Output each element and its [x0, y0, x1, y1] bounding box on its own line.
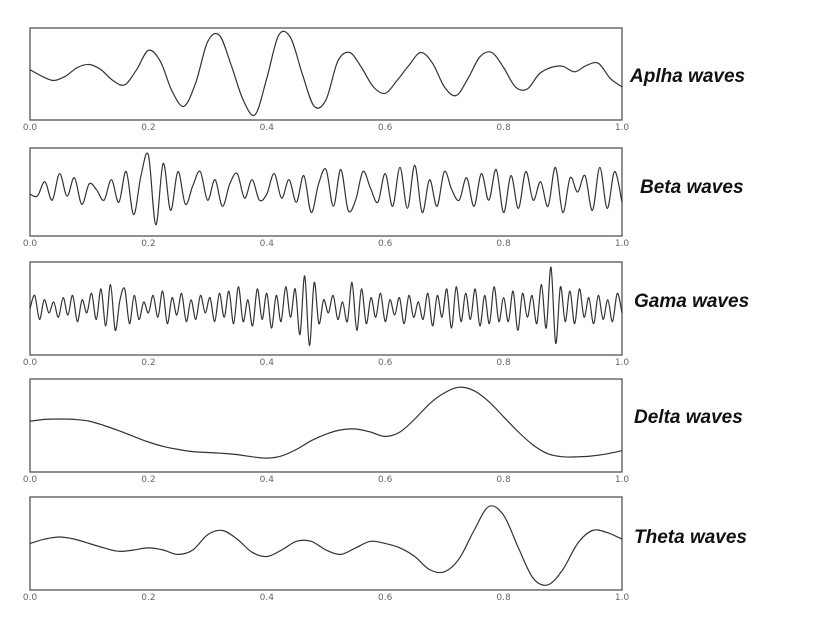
x-tick-label: 0.2 [141, 358, 155, 368]
wave-panel-4: 0.0 0.2 0.4 0.6 0.8 1.0 Delta waves [23, 378, 743, 485]
wave-type-label: Delta waves [634, 407, 743, 428]
wave-line-1 [29, 266, 623, 347]
x-tick-label: 0.0 [23, 123, 38, 133]
x-tick-label: 0.4 [260, 593, 275, 603]
x-tick-label: 1.0 [615, 593, 630, 603]
wave-panel-2: 0.0 0.2 0.4 0.6 0.8 1.0 Beta waves [23, 147, 744, 249]
x-tick-label: 0.2 [141, 475, 155, 485]
wave-type-label: Aplha waves [629, 66, 745, 87]
x-tick-label: 0.6 [378, 593, 393, 603]
x-tick-label: 0.4 [260, 475, 275, 485]
x-tick-label: 1.0 [615, 358, 630, 368]
wave-line-1 [29, 152, 623, 226]
plot-frame [29, 27, 623, 121]
x-tick-label: 0.0 [23, 475, 38, 485]
x-tick-label: 0.2 [141, 593, 155, 603]
wave-type-label: Gama waves [634, 291, 749, 312]
x-tick-label: 0.2 [141, 123, 155, 133]
x-tick-label: 0.6 [378, 123, 393, 133]
wave-line-1 [29, 505, 623, 586]
x-tick-label: 1.0 [615, 475, 630, 485]
wave-line-1 [29, 30, 623, 117]
wave-type-label: Theta waves [634, 527, 747, 548]
x-tick-label: 0.6 [378, 475, 393, 485]
x-tick-label: 1.0 [615, 239, 630, 249]
x-tick-label: 0.8 [496, 239, 511, 249]
x-tick-label: 0.2 [141, 239, 155, 249]
x-tick-label: 0.4 [260, 358, 275, 368]
x-tick-label: 0.8 [496, 358, 511, 368]
x-tick-label: 0.8 [496, 593, 511, 603]
wave-type-label: Beta waves [640, 177, 744, 198]
x-tick-label: 0.0 [23, 239, 38, 249]
wave-panel-1: 0.0 0.2 0.4 0.6 0.8 1.0 Aplha waves [23, 27, 745, 133]
x-tick-label: 1.0 [615, 123, 630, 133]
x-tick-label: 0.6 [378, 358, 393, 368]
plot-frame [29, 147, 623, 237]
x-tick-label: 0.4 [260, 123, 275, 133]
x-tick-label: 0.8 [496, 475, 511, 485]
wave-panel-3: 0.0 0.2 0.4 0.6 0.8 1.0 Gama waves [23, 261, 749, 368]
x-tick-label: 0.0 [23, 358, 38, 368]
wave-panel-5: 0.0 0.2 0.4 0.6 0.8 1.0 Theta waves [23, 496, 747, 603]
wave-line-1 [29, 386, 623, 459]
x-tick-label: 0.8 [496, 123, 511, 133]
x-tick-label: 0.4 [260, 239, 275, 249]
x-tick-label: 0.0 [23, 593, 38, 603]
x-tick-label: 0.6 [378, 239, 393, 249]
plot-frame [29, 378, 623, 473]
plot-frame [29, 496, 623, 591]
